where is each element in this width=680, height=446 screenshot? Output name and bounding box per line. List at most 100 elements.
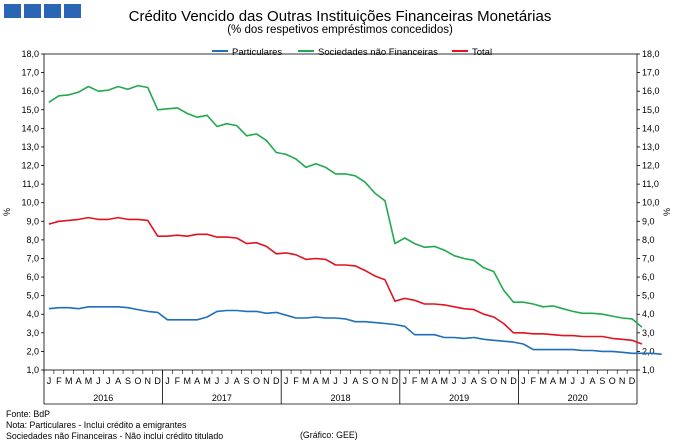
series-line-sociedades-n-o-financeiras (48, 84, 643, 328)
x-month-label: O (609, 376, 616, 386)
x-month-label: A (234, 376, 240, 386)
y-tick-label-left: 1,0 (26, 365, 39, 375)
x-month-label: M (302, 376, 310, 386)
y-tick-label-right: 10,0 (642, 198, 660, 208)
y-tick-label-right: 11,0 (642, 179, 659, 189)
source-note: Fonte: BdP (6, 409, 51, 419)
x-month-label: D (510, 376, 517, 386)
x-month-label: A (550, 376, 556, 386)
y-tick-label-right: 2,0 (642, 346, 655, 356)
x-year-label: 2017 (212, 393, 232, 403)
x-month-label: J (96, 376, 101, 386)
y-tick-label-left: 14,0 (21, 123, 39, 133)
y-tick-label-left: 8,0 (26, 235, 39, 245)
y-tick-label-right: 7,0 (642, 253, 655, 263)
x-month-label: M (421, 376, 429, 386)
x-month-label: J (225, 376, 230, 386)
x-month-label: N (619, 376, 626, 386)
y-tick-label-left: 16,0 (21, 86, 39, 96)
x-month-label: F (530, 376, 536, 386)
x-month-label: A (194, 376, 200, 386)
x-month-label: F (293, 376, 299, 386)
logo-block-2 (24, 4, 41, 18)
x-month-label: A (352, 376, 358, 386)
x-year-label: 2016 (93, 393, 113, 403)
y-tick-label-right: 6,0 (642, 272, 655, 282)
y-tick-label-left: 3,0 (26, 328, 39, 338)
y-tick-label-left: 7,0 (26, 253, 39, 263)
y-tick-label-left: 4,0 (26, 309, 39, 319)
x-month-label: A (590, 376, 596, 386)
y-axis-label-left: % (2, 208, 12, 216)
x-year-label: 2018 (330, 393, 350, 403)
x-month-label: F (412, 376, 418, 386)
y-tick-label-right: 9,0 (642, 216, 655, 226)
y-tick-label-right: 3,0 (642, 328, 655, 338)
footnote-particulares: Nota: Particulares - Inclui crédito a em… (6, 420, 187, 430)
chart-title: Crédito Vencido das Outras Instituições … (128, 8, 552, 25)
x-month-label: J (580, 376, 585, 386)
y-tick-label-right: 17,0 (642, 68, 660, 78)
x-month-label: J (215, 376, 220, 386)
y-tick-label-left: 9,0 (26, 216, 39, 226)
x-month-label: M (184, 376, 192, 386)
y-tick-label-left: 2,0 (26, 346, 39, 356)
y-tick-label-right: 14,0 (642, 123, 660, 133)
x-month-label: S (125, 376, 131, 386)
x-month-label: J (343, 376, 348, 386)
x-month-label: J (106, 376, 111, 386)
x-month-label: M (203, 376, 211, 386)
y-tick-label-right: 18,0 (642, 49, 660, 59)
x-month-label: M (85, 376, 93, 386)
y-tick-label-right: 5,0 (642, 291, 655, 301)
y-tick-label-left: 13,0 (21, 142, 39, 152)
x-month-label: J (402, 376, 407, 386)
x-month-label: D (154, 376, 161, 386)
publisher-logo (4, 4, 81, 18)
chart-subtitle: (% dos respetivos empréstimos concedidos… (227, 24, 453, 36)
x-month-label: N (263, 376, 270, 386)
x-month-label: M (322, 376, 330, 386)
x-month-label: M (65, 376, 73, 386)
x-month-label: J (47, 376, 52, 386)
chart-credit: (Gráfico: GEE) (300, 430, 358, 440)
x-month-label: F (56, 376, 62, 386)
x-month-label: S (599, 376, 605, 386)
y-tick-label-left: 5,0 (26, 291, 39, 301)
x-month-label: F (175, 376, 181, 386)
y-tick-label-left: 11,0 (22, 179, 39, 189)
x-month-label: J (333, 376, 338, 386)
y-tick-label-right: 8,0 (642, 235, 655, 245)
x-month-label: J (521, 376, 526, 386)
x-month-label: N (145, 376, 152, 386)
footnote-sociedades: Sociedades não Financeiras - Não inclui … (6, 431, 224, 441)
y-tick-label-right: 16,0 (642, 86, 660, 96)
y-tick-label-left: 18,0 (21, 49, 39, 59)
series-line-total (48, 216, 643, 345)
y-tick-label-right: 15,0 (642, 105, 660, 115)
x-month-label: S (244, 376, 250, 386)
y-axis-label-right: % (662, 208, 672, 216)
x-month-label: J (462, 376, 467, 386)
x-month-label: A (76, 376, 82, 386)
logo-block-3 (44, 4, 61, 18)
x-month-label: N (382, 376, 389, 386)
x-month-label: O (253, 376, 260, 386)
x-year-label: 2020 (568, 393, 588, 403)
x-month-label: J (284, 376, 289, 386)
x-month-label: J (165, 376, 170, 386)
series-line-particulares (48, 305, 662, 355)
legend-label: Total (472, 47, 492, 58)
x-month-label: M (539, 376, 547, 386)
x-month-label: O (134, 376, 141, 386)
y-tick-label-right: 13,0 (642, 142, 660, 152)
x-month-label: J (571, 376, 576, 386)
x-month-label: M (559, 376, 567, 386)
y-tick-label-right: 4,0 (642, 309, 655, 319)
x-month-label: O (372, 376, 379, 386)
x-month-label: A (431, 376, 437, 386)
x-month-label: M (441, 376, 449, 386)
logo-block-4 (64, 4, 81, 18)
x-year-label: 2019 (449, 393, 469, 403)
